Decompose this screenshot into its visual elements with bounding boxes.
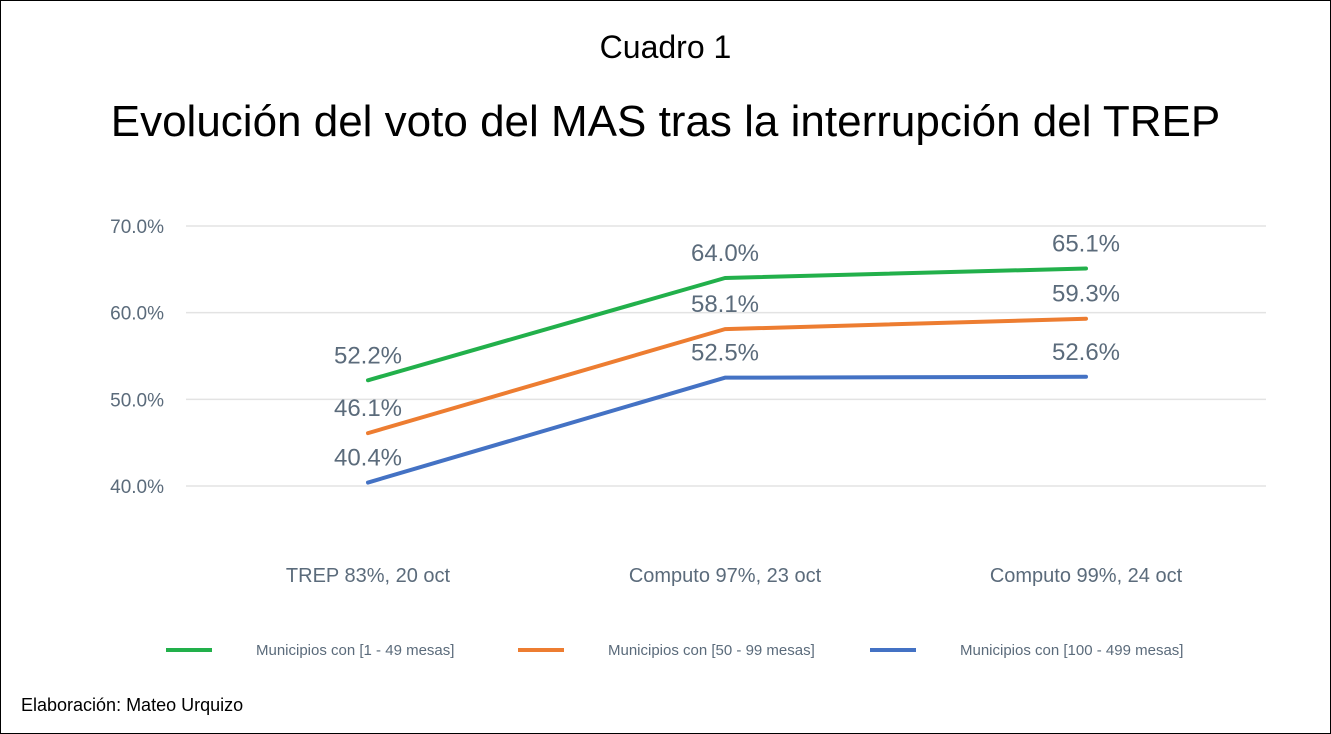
series-line: [366, 266, 1088, 383]
y-axis-ticks: 40.0% 50.0% 60.0% 70.0%: [110, 217, 164, 498]
y-tick-label: 50.0%: [110, 390, 164, 411]
series-line: [366, 316, 1088, 436]
legend-label: Municipios con [50 - 99 mesas]: [608, 642, 815, 659]
data-label: 64.0%: [691, 240, 759, 267]
chart-credit: Elaboración: Mateo Urquizo: [21, 695, 244, 715]
y-tick-label: 70.0%: [110, 217, 164, 238]
data-labels: 52.2% 64.0% 65.1% 46.1% 58.1% 59.3% 40.4% 52.5%…: [334, 230, 1120, 471]
chart-title: Evolución del voto del MAS tras la inter…: [110, 97, 1221, 146]
gridlines: [186, 225, 1266, 487]
data-label: 40.4%: [334, 445, 402, 472]
y-tick-label: 40.0%: [110, 477, 164, 498]
x-category-label: TREP 83%, 20 oct: [286, 565, 451, 587]
data-label: 59.3%: [1052, 281, 1120, 308]
legend-label: Municipios con [1 - 49 mesas]: [256, 642, 454, 659]
data-label: 52.6%: [1052, 339, 1120, 366]
x-axis-categories: TREP 83%, 20 oct Computo 97%, 23 oct Compu…: [286, 565, 1183, 587]
legend: Municipios con [1 - 49 mesas] Municipios …: [166, 642, 1183, 659]
data-label: 65.1%: [1052, 230, 1120, 257]
series-line: [366, 374, 1088, 485]
y-tick-label: 60.0%: [110, 304, 164, 325]
data-label: 52.2%: [334, 342, 402, 369]
data-label: 58.1%: [691, 291, 759, 318]
chart-supertitle: Cuadro 1: [599, 29, 732, 65]
x-category-label: Computo 99%, 24 oct: [990, 565, 1183, 587]
series-lines: [366, 266, 1088, 485]
legend-label: Municipios con [100 - 499 mesas]: [960, 642, 1183, 659]
data-label: 46.1%: [334, 395, 402, 422]
x-category-label: Computo 97%, 23 oct: [629, 565, 822, 587]
data-label: 52.5%: [691, 340, 759, 367]
